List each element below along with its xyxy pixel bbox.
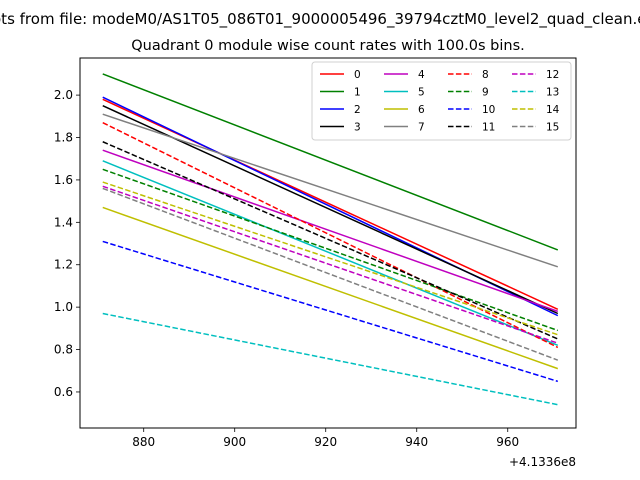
plot-frame xyxy=(79,57,577,429)
legend-label: 0 xyxy=(354,69,361,81)
legend-entry-7: 7 xyxy=(384,122,425,134)
series-line-5 xyxy=(102,160,559,347)
x-axis: 880 900 920 940 960 xyxy=(132,428,519,449)
series-line-9 xyxy=(102,168,559,332)
series-line-12 xyxy=(102,185,559,344)
x-tick-label: 940 xyxy=(405,435,428,449)
legend-entry-12: 12 xyxy=(512,69,559,81)
legend-label: 3 xyxy=(354,122,361,134)
legend-label: 7 xyxy=(418,122,425,134)
y-tick-label: 1.6 xyxy=(54,173,73,187)
chart-title: Quadrant 0 module wise count rates with … xyxy=(131,38,525,54)
y-tick-label: 1.0 xyxy=(54,300,73,314)
y-tick-label: 1.8 xyxy=(54,131,73,145)
series-layer xyxy=(102,73,559,406)
legend-entry-1: 1 xyxy=(320,87,361,99)
y-tick-label: 0.8 xyxy=(54,343,73,357)
series-line-13 xyxy=(102,312,558,406)
legend-entry-14: 14 xyxy=(512,104,560,116)
y-tick-label: 2.0 xyxy=(54,88,73,102)
series-line-1 xyxy=(102,73,559,251)
series-line-6 xyxy=(102,206,559,370)
legend-label: 10 xyxy=(482,104,495,116)
series-line-10 xyxy=(102,240,559,383)
legend-label: 4 xyxy=(418,69,425,81)
x-tick-label: 900 xyxy=(223,435,246,449)
legend-label: 8 xyxy=(482,69,489,81)
legend-entry-8: 8 xyxy=(448,69,489,81)
legend-entry-4: 4 xyxy=(384,69,425,81)
x-tick-label: 960 xyxy=(496,435,519,449)
legend-entry-5: 5 xyxy=(384,87,425,99)
x-tick-label: 880 xyxy=(132,435,155,449)
legend-label: 15 xyxy=(546,122,559,134)
legend-label: 13 xyxy=(546,87,559,99)
legend-label: 5 xyxy=(418,87,425,99)
series-line-4 xyxy=(102,149,559,313)
legend-label: 14 xyxy=(546,104,560,116)
legend-entry-6: 6 xyxy=(384,104,425,116)
legend-entry-9: 9 xyxy=(448,87,489,99)
legend-entry-13: 13 xyxy=(512,87,559,99)
y-tick-label: 1.2 xyxy=(54,258,73,272)
y-tick-label: 0.6 xyxy=(54,385,73,399)
legend-label: 12 xyxy=(546,69,559,81)
legend-label: 9 xyxy=(482,87,489,99)
legend-entry-11: 11 xyxy=(448,122,495,134)
y-tick-label: 1.4 xyxy=(54,215,73,229)
legend-entry-0: 0 xyxy=(320,69,361,81)
legend-entry-15: 15 xyxy=(512,122,559,134)
legend-label: 6 xyxy=(418,104,425,116)
legend-entry-3: 3 xyxy=(320,122,361,134)
legend-label: 1 xyxy=(354,87,361,99)
y-axis: 0.6 0.8 1.0 1.2 1.4 1.6 1.8 2.0 xyxy=(54,88,80,399)
series-line-11 xyxy=(102,141,559,340)
x-tick-label: 920 xyxy=(314,435,337,449)
legend-entry-2: 2 xyxy=(320,104,361,116)
series-line-14 xyxy=(102,181,559,336)
series-line-7 xyxy=(102,113,559,268)
legend-box xyxy=(311,61,572,141)
legend-entry-10: 10 xyxy=(448,104,495,116)
series-line-15 xyxy=(102,187,559,361)
figure-suptitle: Plots from file: modeM0/AS1T05_086T01_90… xyxy=(0,10,640,29)
legend-label: 2 xyxy=(354,104,361,116)
x-offset-label: +4.1336e8 xyxy=(509,455,576,469)
legend-label: 11 xyxy=(482,122,495,134)
